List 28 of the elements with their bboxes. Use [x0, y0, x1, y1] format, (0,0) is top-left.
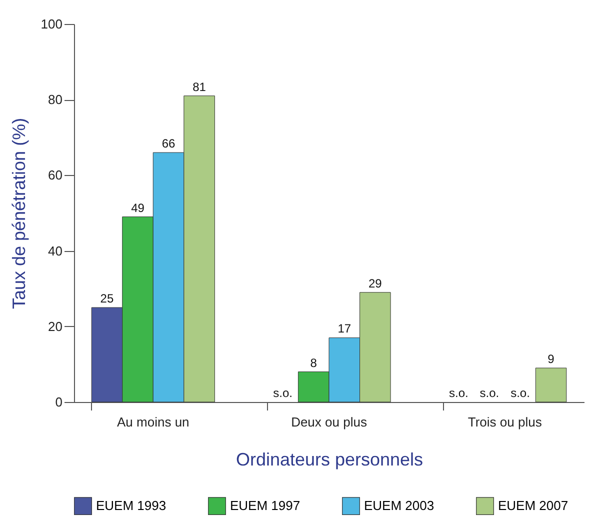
data-label: 81 [192, 80, 206, 94]
legend-label: EUEM 2003 [364, 498, 434, 514]
legend-label: EUEM 2007 [498, 498, 568, 514]
legend-label: EUEM 1997 [230, 498, 300, 514]
x-tick-label: Trois ou plus [468, 414, 542, 430]
x-axis-title: Ordinateurs personnels [236, 450, 424, 470]
y-tick-label: 80 [48, 92, 62, 108]
x-tick-label: Au moins un [117, 414, 190, 430]
y-tick-label: 0 [55, 394, 62, 410]
y-tick-label: 100 [40, 16, 62, 32]
data-label: 8 [310, 356, 318, 370]
data-label: 17 [338, 322, 352, 336]
data-label: 25 [100, 292, 114, 306]
y-axis-title: Taux de pénétration (%) [8, 118, 29, 310]
data-label: 66 [162, 136, 176, 151]
y-tick-label: 40 [48, 243, 62, 258]
legend-label: EUEM 1993 [96, 498, 166, 514]
text: s.o. [273, 386, 293, 400]
bar [535, 368, 567, 402]
text: s.o. [510, 386, 530, 400]
x-tick-label: Deux ou plus [291, 414, 368, 430]
data-label: 29 [368, 276, 382, 290]
y-tick-label: 60 [48, 168, 62, 183]
data-label: 9 [548, 352, 555, 366]
y-tick-label: 20 [48, 318, 62, 334]
text: s.o. [480, 386, 500, 400]
data-label: 49 [131, 200, 145, 215]
text: s.o. [449, 386, 468, 400]
